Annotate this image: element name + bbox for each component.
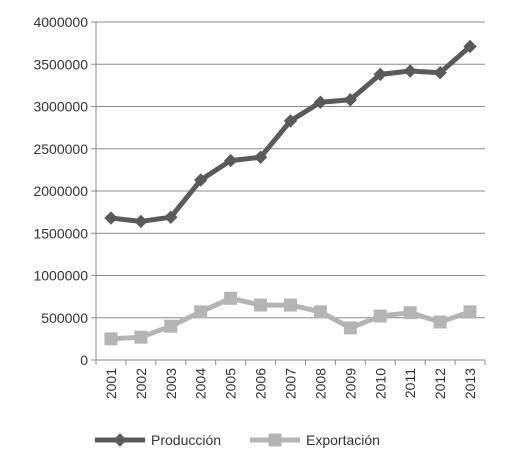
series-exportacion [104, 291, 477, 346]
data-point-produccion [343, 93, 358, 107]
data-point-produccion [164, 210, 178, 224]
data-point-produccion [134, 214, 148, 229]
data-point-exportacion [224, 291, 238, 305]
x-tick-label: 2006 [253, 368, 269, 399]
y-tick-label: 3000000 [33, 99, 88, 115]
x-tick-label: 2002 [133, 368, 149, 399]
data-point-produccion [283, 114, 298, 128]
data-point-exportacion [194, 305, 208, 319]
x-tick-label: 2007 [283, 368, 299, 399]
y-tick-label: 4000000 [33, 14, 88, 30]
x-tick-label: 2012 [432, 368, 448, 399]
x-tick-label: 2011 [402, 368, 418, 398]
data-point-produccion [104, 211, 118, 225]
data-series [104, 39, 477, 346]
data-point-produccion [194, 173, 208, 187]
data-point-produccion [253, 150, 268, 164]
y-tick-label: 0 [80, 352, 88, 368]
x-tick-label: 2013 [462, 368, 478, 399]
legend-item-produccion: Producción [95, 432, 221, 448]
data-point-exportacion [134, 330, 148, 344]
y-tick-label: 2500000 [33, 141, 88, 157]
data-point-produccion [313, 95, 328, 109]
data-point-produccion [463, 39, 477, 54]
series-line-produccion [110, 44, 472, 224]
legend-label-exportacion: Exportación [306, 432, 380, 448]
data-point-exportacion [284, 298, 297, 312]
x-axis-tick-labels: 2001 2002 2003 2004 2005 2006 2007 2008 2009 2010… [103, 368, 478, 399]
y-tick-label: 2000000 [33, 183, 88, 199]
data-point-produccion [403, 64, 417, 78]
data-point-produccion [223, 153, 238, 168]
data-point-exportacion [164, 319, 178, 333]
y-tick-label: 500000 [41, 310, 88, 326]
x-tick-label: 2003 [163, 368, 179, 399]
data-point-exportacion [343, 321, 357, 335]
data-point-exportacion [463, 305, 477, 319]
legend-item-exportacion: Exportación [250, 432, 380, 448]
axes [91, 21, 486, 365]
y-tick-label: 1500000 [33, 225, 88, 241]
legend-marker-produccion [113, 433, 127, 447]
legend-marker-exportacion [268, 433, 282, 447]
y-axis-tick-labels: 0 500000 1000000 1500000 2000000 2500000 30000… [33, 14, 88, 368]
x-tick-label: 2008 [312, 368, 328, 399]
data-point-exportacion [104, 332, 118, 346]
x-tick-label: 2010 [372, 368, 388, 399]
gridlines [96, 21, 485, 319]
series-produccion [104, 39, 477, 229]
data-point-produccion [433, 65, 447, 80]
x-tick-label: 2005 [223, 368, 239, 399]
legend-label-produccion: Producción [151, 432, 221, 448]
data-point-exportacion [403, 306, 417, 320]
legend: Producción Exportación [95, 432, 380, 448]
x-tick-label: 2004 [193, 368, 209, 399]
data-point-produccion [373, 67, 387, 82]
y-tick-label: 3500000 [33, 56, 88, 72]
data-point-exportacion [373, 309, 387, 323]
data-point-exportacion [433, 315, 447, 329]
x-tick-label: 2009 [342, 368, 358, 399]
data-point-exportacion [254, 298, 268, 312]
y-tick-label: 1000000 [33, 268, 88, 284]
x-tick-label: 2001 [103, 368, 119, 399]
data-point-exportacion [313, 305, 327, 319]
